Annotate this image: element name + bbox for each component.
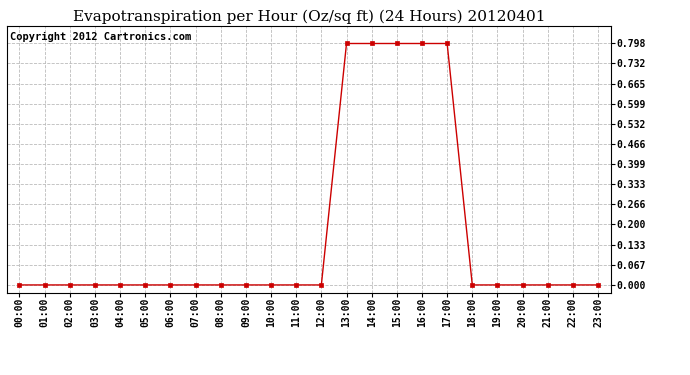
Title: Evapotranspiration per Hour (Oz/sq ft) (24 Hours) 20120401: Evapotranspiration per Hour (Oz/sq ft) (… — [72, 9, 545, 24]
Text: Copyright 2012 Cartronics.com: Copyright 2012 Cartronics.com — [10, 32, 191, 42]
